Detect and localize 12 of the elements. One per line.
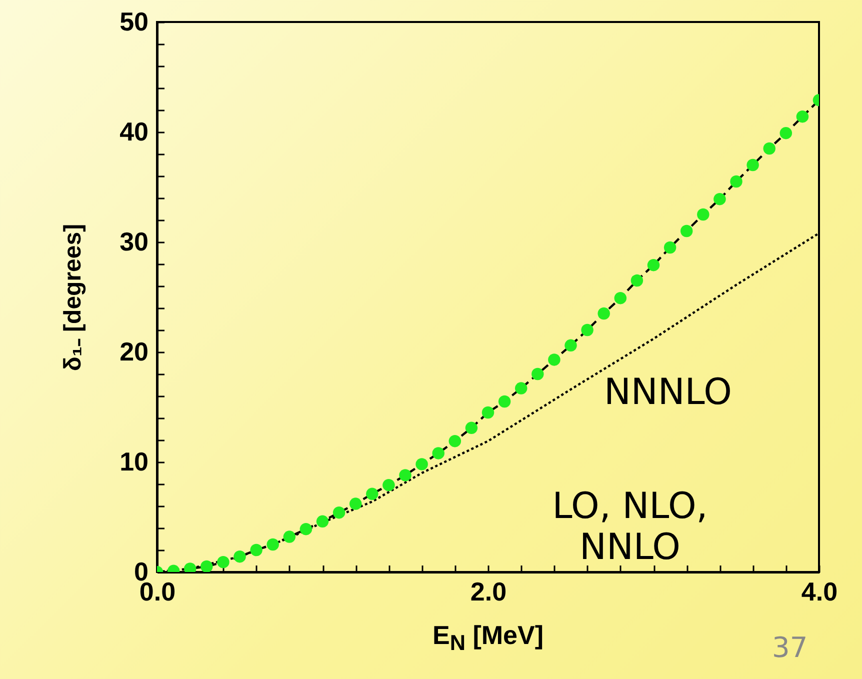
text: 37 [772, 631, 808, 664]
y-tick-label: 50 [120, 6, 148, 36]
x-tick-label: 4.0 [801, 576, 838, 606]
x-axis-title: E$_{N}$ [MeV] [432, 620, 544, 656]
y-axis-title: δ₁₋ [degrees] [60, 224, 87, 372]
y-tick-label: 30 [120, 226, 148, 256]
annotation: NNNLO [604, 372, 732, 414]
y-tick-label: 40 [120, 116, 148, 146]
y-tick-label: 10 [120, 446, 148, 476]
x-tick-label: 2.0 [470, 576, 507, 606]
annotation: LO, NLO, NNLO [551, 486, 709, 569]
y-tick-label: 20 [120, 336, 148, 366]
